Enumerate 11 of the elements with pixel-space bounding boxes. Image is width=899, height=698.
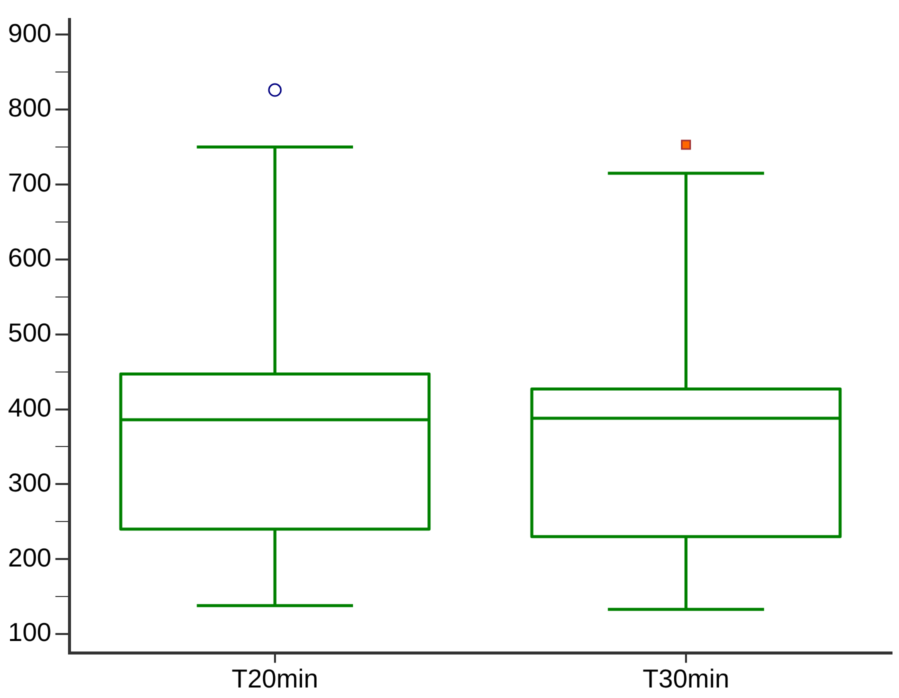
- y-tick-label: 600: [8, 242, 52, 273]
- y-tick-label: 800: [8, 92, 52, 123]
- y-tick-label: 100: [8, 617, 52, 648]
- y-tick-label: 200: [8, 542, 52, 572]
- y-tick-label: 900: [8, 18, 52, 48]
- y-tick-label: 500: [8, 318, 52, 348]
- x-tick-label: T20min: [232, 664, 318, 694]
- y-tick-label: 400: [8, 392, 52, 422]
- y-tick-label: 700: [8, 168, 52, 198]
- y-tick-label: 300: [8, 467, 52, 498]
- x-tick-label: T30min: [642, 664, 730, 694]
